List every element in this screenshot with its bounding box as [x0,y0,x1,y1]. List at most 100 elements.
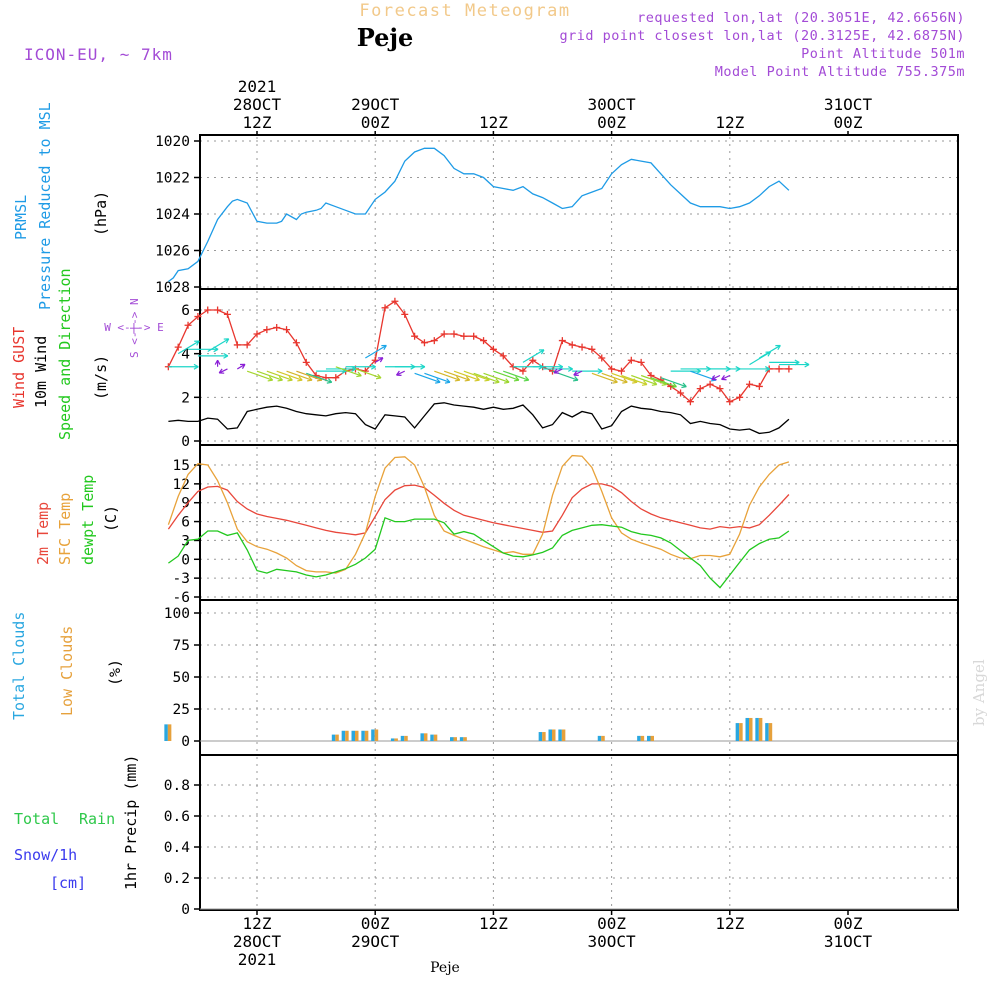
wind-vector-head [651,380,658,386]
model-altitude: Model Point Altitude 755.375m [715,64,965,80]
pressure-ytick-label: 1020 [155,134,190,150]
gust-marker [499,352,507,360]
gust-marker [332,374,340,382]
gust-marker [174,343,182,351]
wind-vector-head [612,378,618,384]
compass-ew: W <-|-> E [104,321,164,334]
wind-vector-head [622,378,628,384]
wind-vector-head [444,378,451,384]
pressure-ytick-label: 1028 [155,280,190,296]
total-cloud-bar [735,723,740,741]
wind-vector-head [494,378,500,384]
total-cloud-bar [647,735,651,741]
wind-vector [246,370,273,381]
wind-vector [453,370,480,381]
total-cloud-bar [755,717,759,741]
gust-marker [204,306,212,314]
temperature-series-sfctemp [167,454,790,574]
bottom-time-label: 00Z [597,914,626,933]
wind-vector [601,372,628,383]
wind-vector-head [396,370,402,376]
clouds-ytick-label: 25 [173,702,190,718]
wind-vector-head [223,352,229,359]
wind-vector [443,370,470,381]
pressure-labels: PRMSL Pressure Reduced to MSL (hPa) [12,102,110,310]
bottom-time-label: 29OCT [351,932,400,951]
gust-marker [755,382,763,390]
wind-vector-head [804,361,810,368]
wind-vector-head [454,376,461,382]
low-cloud-bar [552,729,556,741]
gust-marker [420,339,428,347]
low-cloud-bar [423,733,428,741]
wind-vector-head [567,366,573,372]
temperature-ytick-label: 15 [173,458,190,474]
temperature-series-dewpt [168,516,790,589]
snow-unit-label: [cm] [50,874,86,892]
pressure-unit: (hPa) [92,191,110,236]
wind-vector-head [435,378,441,384]
gust-marker [568,341,576,349]
wind-vector [573,370,583,376]
wind-vector [296,370,323,381]
gust-marker [617,367,625,375]
low-cloud-bar [758,717,763,741]
wind-vector-head [711,375,717,381]
gust-marker [637,358,645,366]
gust-marker [716,385,724,393]
total-cloud-bar [341,730,346,741]
gust-marker [243,341,251,349]
precip-ytick-label: 0 [181,902,190,918]
top-time-label: 12Z [715,113,744,132]
low-cloud-bar [640,735,645,741]
bottom-time-label: 00Z [361,914,390,933]
gust-marker [292,339,300,347]
wind-vector [660,377,687,388]
total-cloud-bar [371,729,375,741]
prmsl-long-label: Pressure Reduced to MSL [36,102,54,310]
clouds-ytick-label: 100 [164,606,190,622]
gust-marker [401,310,409,318]
low-cloud-bar [404,735,408,741]
wind-vector-head [553,368,560,374]
low-cloud-bar [561,729,566,741]
low-cloud-bar [542,732,546,741]
wind-vector-head [218,368,225,374]
pressure-ytick-label: 1026 [155,244,190,260]
precip-ytick-label: 0.4 [164,840,190,856]
wind-vector [631,374,657,386]
gust-marker [746,380,753,388]
wind-unit: (m/s) [92,355,110,400]
wind-vector [503,370,529,381]
total-cloud-bar [548,729,552,741]
gust-marker [470,332,478,340]
pressure-frame [199,134,959,290]
wind-vector [236,363,246,370]
top-time-label: 12Z [479,113,508,132]
gust-marker [529,356,537,364]
total-cloud-bar [420,733,424,741]
total-label: Total [14,810,59,828]
gridpoint-coords: grid point closest lon,lat (20.3125E, 42… [559,28,965,44]
wind-vector-head [370,363,376,370]
wind-vector [266,370,293,381]
clouds-panel: 0 25 50 75 100 [164,599,959,756]
gust-marker [726,398,734,406]
wind-dir-label: Speed and Direction [56,268,74,440]
gust-marker [686,398,694,406]
wind-vector [493,370,520,381]
low-clouds-label: Low Clouds [58,626,76,716]
precip-labels: Total Rain Snow/1h [cm] 1hr Precip (mm) [14,755,140,892]
wind-vector [335,366,362,377]
cloud-unit: (%) [106,659,124,686]
gust-marker [785,365,793,373]
gust-marker [371,356,379,364]
wind-vector-head [474,376,480,382]
gust-marker [430,337,438,345]
wind-vector-head [277,376,283,382]
wind-vector-head [356,371,362,378]
precip-frame [199,754,959,911]
total-cloud-bar [745,717,749,741]
